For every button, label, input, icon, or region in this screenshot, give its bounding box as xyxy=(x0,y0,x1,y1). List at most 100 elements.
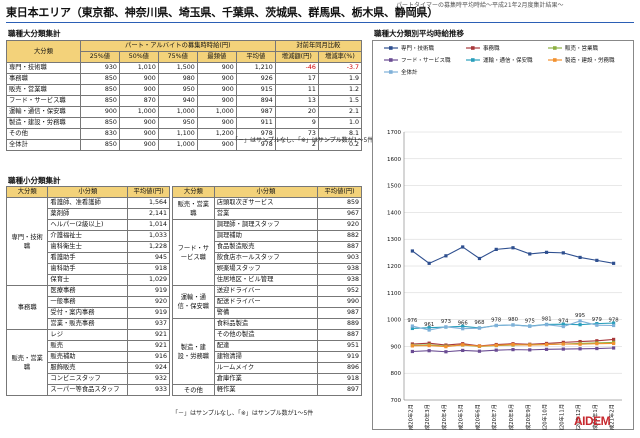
sub-category-avg: 896 xyxy=(317,362,362,374)
table-row: その他 軽作業 897 xyxy=(172,384,362,396)
sub-category-avg: 951 xyxy=(317,340,362,352)
cell-p50: 1,000 xyxy=(118,106,159,118)
series-point xyxy=(595,342,599,346)
cell-rate: 2.1 xyxy=(317,106,363,118)
sub-category-avg: 1,033 xyxy=(127,230,170,242)
y-tick-label: 800 xyxy=(391,371,402,377)
legend-label: 事務職 xyxy=(483,44,500,52)
cell-p50: 900 xyxy=(118,73,159,85)
series-point xyxy=(444,254,448,258)
sub-category-label: 配送ドライバー xyxy=(213,296,319,308)
sub-category-label: 歯科助手 xyxy=(47,263,129,275)
sub-category-avg: 990 xyxy=(317,296,362,308)
x-tick-label: 平成20年2月 xyxy=(406,404,414,430)
data-label: 978 xyxy=(609,317,620,323)
y-tick-label: 1500 xyxy=(387,184,401,190)
cell-p75: 950 xyxy=(157,117,198,129)
sub-category-label: 建物清掃 xyxy=(213,351,319,363)
cell-p50: 900 xyxy=(118,117,159,129)
sub-category-avg: 933 xyxy=(127,384,170,396)
cell-mode: 1,200 xyxy=(196,128,237,140)
small-section-label: 職種小分類集計 xyxy=(8,176,61,185)
sub-category-avg: 938 xyxy=(317,274,362,286)
series-point xyxy=(410,344,414,348)
legend-label: 運輸・通信・保安職 xyxy=(483,56,533,64)
table-row: 専門・技術職 930 1,010 1,500 900 1,210 -46 -3.7 xyxy=(6,62,363,74)
sub-category-avg: 952 xyxy=(317,285,362,297)
row-category-label: 製造・建設・労務職 xyxy=(6,117,81,129)
cell-mode: 1,000 xyxy=(196,106,237,118)
table-row: 一般事務 920 xyxy=(7,296,170,308)
col-category-header: 大分類 xyxy=(172,186,215,198)
x-tick-label: 平成20年10月 xyxy=(541,404,549,430)
sub-category-label: 看護師、准看護師 xyxy=(47,197,129,209)
cell-avg: 926 xyxy=(235,73,276,85)
header-divider xyxy=(6,22,634,23)
series-point xyxy=(561,324,565,329)
legend-label: 販売・営業職 xyxy=(565,44,599,52)
group-category-label: 運輸・通信・保安職 xyxy=(172,285,215,319)
series-point xyxy=(544,347,549,351)
row-category-label: 運輸・通信・保安職 xyxy=(6,106,81,118)
legend-marker xyxy=(553,46,557,50)
table-row: 販売・営業職 レジ 921 xyxy=(5,329,170,396)
cell-p25: 830 xyxy=(79,128,120,140)
sub-category-avg: 921 xyxy=(127,329,170,341)
legend-label: フード・サービス職 xyxy=(401,56,451,64)
sub-category-avg: 920 xyxy=(127,296,170,308)
sub-category-label: 一般事務 xyxy=(47,296,129,308)
sub-category-label: 医療事務 xyxy=(47,285,129,297)
cell-rate: 1.9 xyxy=(317,73,363,85)
sub-category-avg: 924 xyxy=(127,362,170,374)
row-category-label: その他 xyxy=(6,128,81,140)
sub-category-label: 薬剤師 xyxy=(47,208,129,220)
table-row: その他 830 900 1,100 1,200 978 73 8.1 xyxy=(6,128,363,140)
series-point xyxy=(595,323,599,327)
sub-category-label: ヘルパー(2級以上) xyxy=(47,219,129,231)
series-point xyxy=(444,325,448,329)
cell-mode: 900 xyxy=(196,73,237,85)
series-point xyxy=(494,343,498,347)
table-row: 製造・建設・労務職 850 900 950 900 911 9 1.0 xyxy=(6,117,363,129)
sub-category-avg: 932 xyxy=(127,373,170,385)
cell-p50: 900 xyxy=(118,139,159,151)
cell-p25: 850 xyxy=(79,117,120,129)
sub-category-label: 販売補助 xyxy=(47,351,129,363)
group-category-label: その他 xyxy=(172,384,215,396)
y-tick-label: 1100 xyxy=(387,291,401,297)
sub-category-avg: 919 xyxy=(127,285,170,297)
series-point xyxy=(427,328,431,332)
data-label: 961 xyxy=(424,322,434,328)
row-category-label: フード・サービス職 xyxy=(6,95,81,107)
sub-category-avg: 1,014 xyxy=(127,219,170,231)
group-category-label: 専門・技術職 xyxy=(5,197,49,286)
col-category-header: 大分類 xyxy=(6,40,81,63)
cell-p50: 900 xyxy=(118,128,159,140)
x-tick-label: 平成20年5月 xyxy=(457,404,465,430)
sub-category-avg: 919 xyxy=(317,351,362,363)
aidem-logo: AIDEM xyxy=(574,414,611,428)
y-tick-label: 900 xyxy=(391,344,402,350)
cell-p25: 930 xyxy=(79,62,120,74)
sub-category-avg: 938 xyxy=(317,263,362,275)
group-category-label: 製造・建設・労務職 xyxy=(172,318,215,385)
sub-category-avg: 887 xyxy=(317,241,362,253)
legend-label: 全体計 xyxy=(401,68,418,76)
x-tick-label: 平成21年1月 xyxy=(591,404,599,430)
series-point xyxy=(461,324,465,328)
series-point xyxy=(544,323,549,327)
large-section-label: 職種大分類集計 xyxy=(8,29,61,38)
sub-category-label: ルームメイク xyxy=(213,362,319,374)
table-row: 専門・技術職 看護師、准看護師 1,564 xyxy=(5,197,170,286)
cell-p75: 1,000 xyxy=(157,139,198,151)
data-label: 968 xyxy=(474,320,485,326)
sub-category-avg: 919 xyxy=(127,307,170,319)
cell-diff: 20 xyxy=(274,106,319,118)
cell-avg: 987 xyxy=(235,106,276,118)
legend-marker xyxy=(389,58,393,62)
sub-category-label: 配達 xyxy=(213,340,319,352)
series-point xyxy=(578,323,582,327)
series-point xyxy=(427,349,431,353)
col-avg-header: 平均値(円) xyxy=(317,186,362,198)
